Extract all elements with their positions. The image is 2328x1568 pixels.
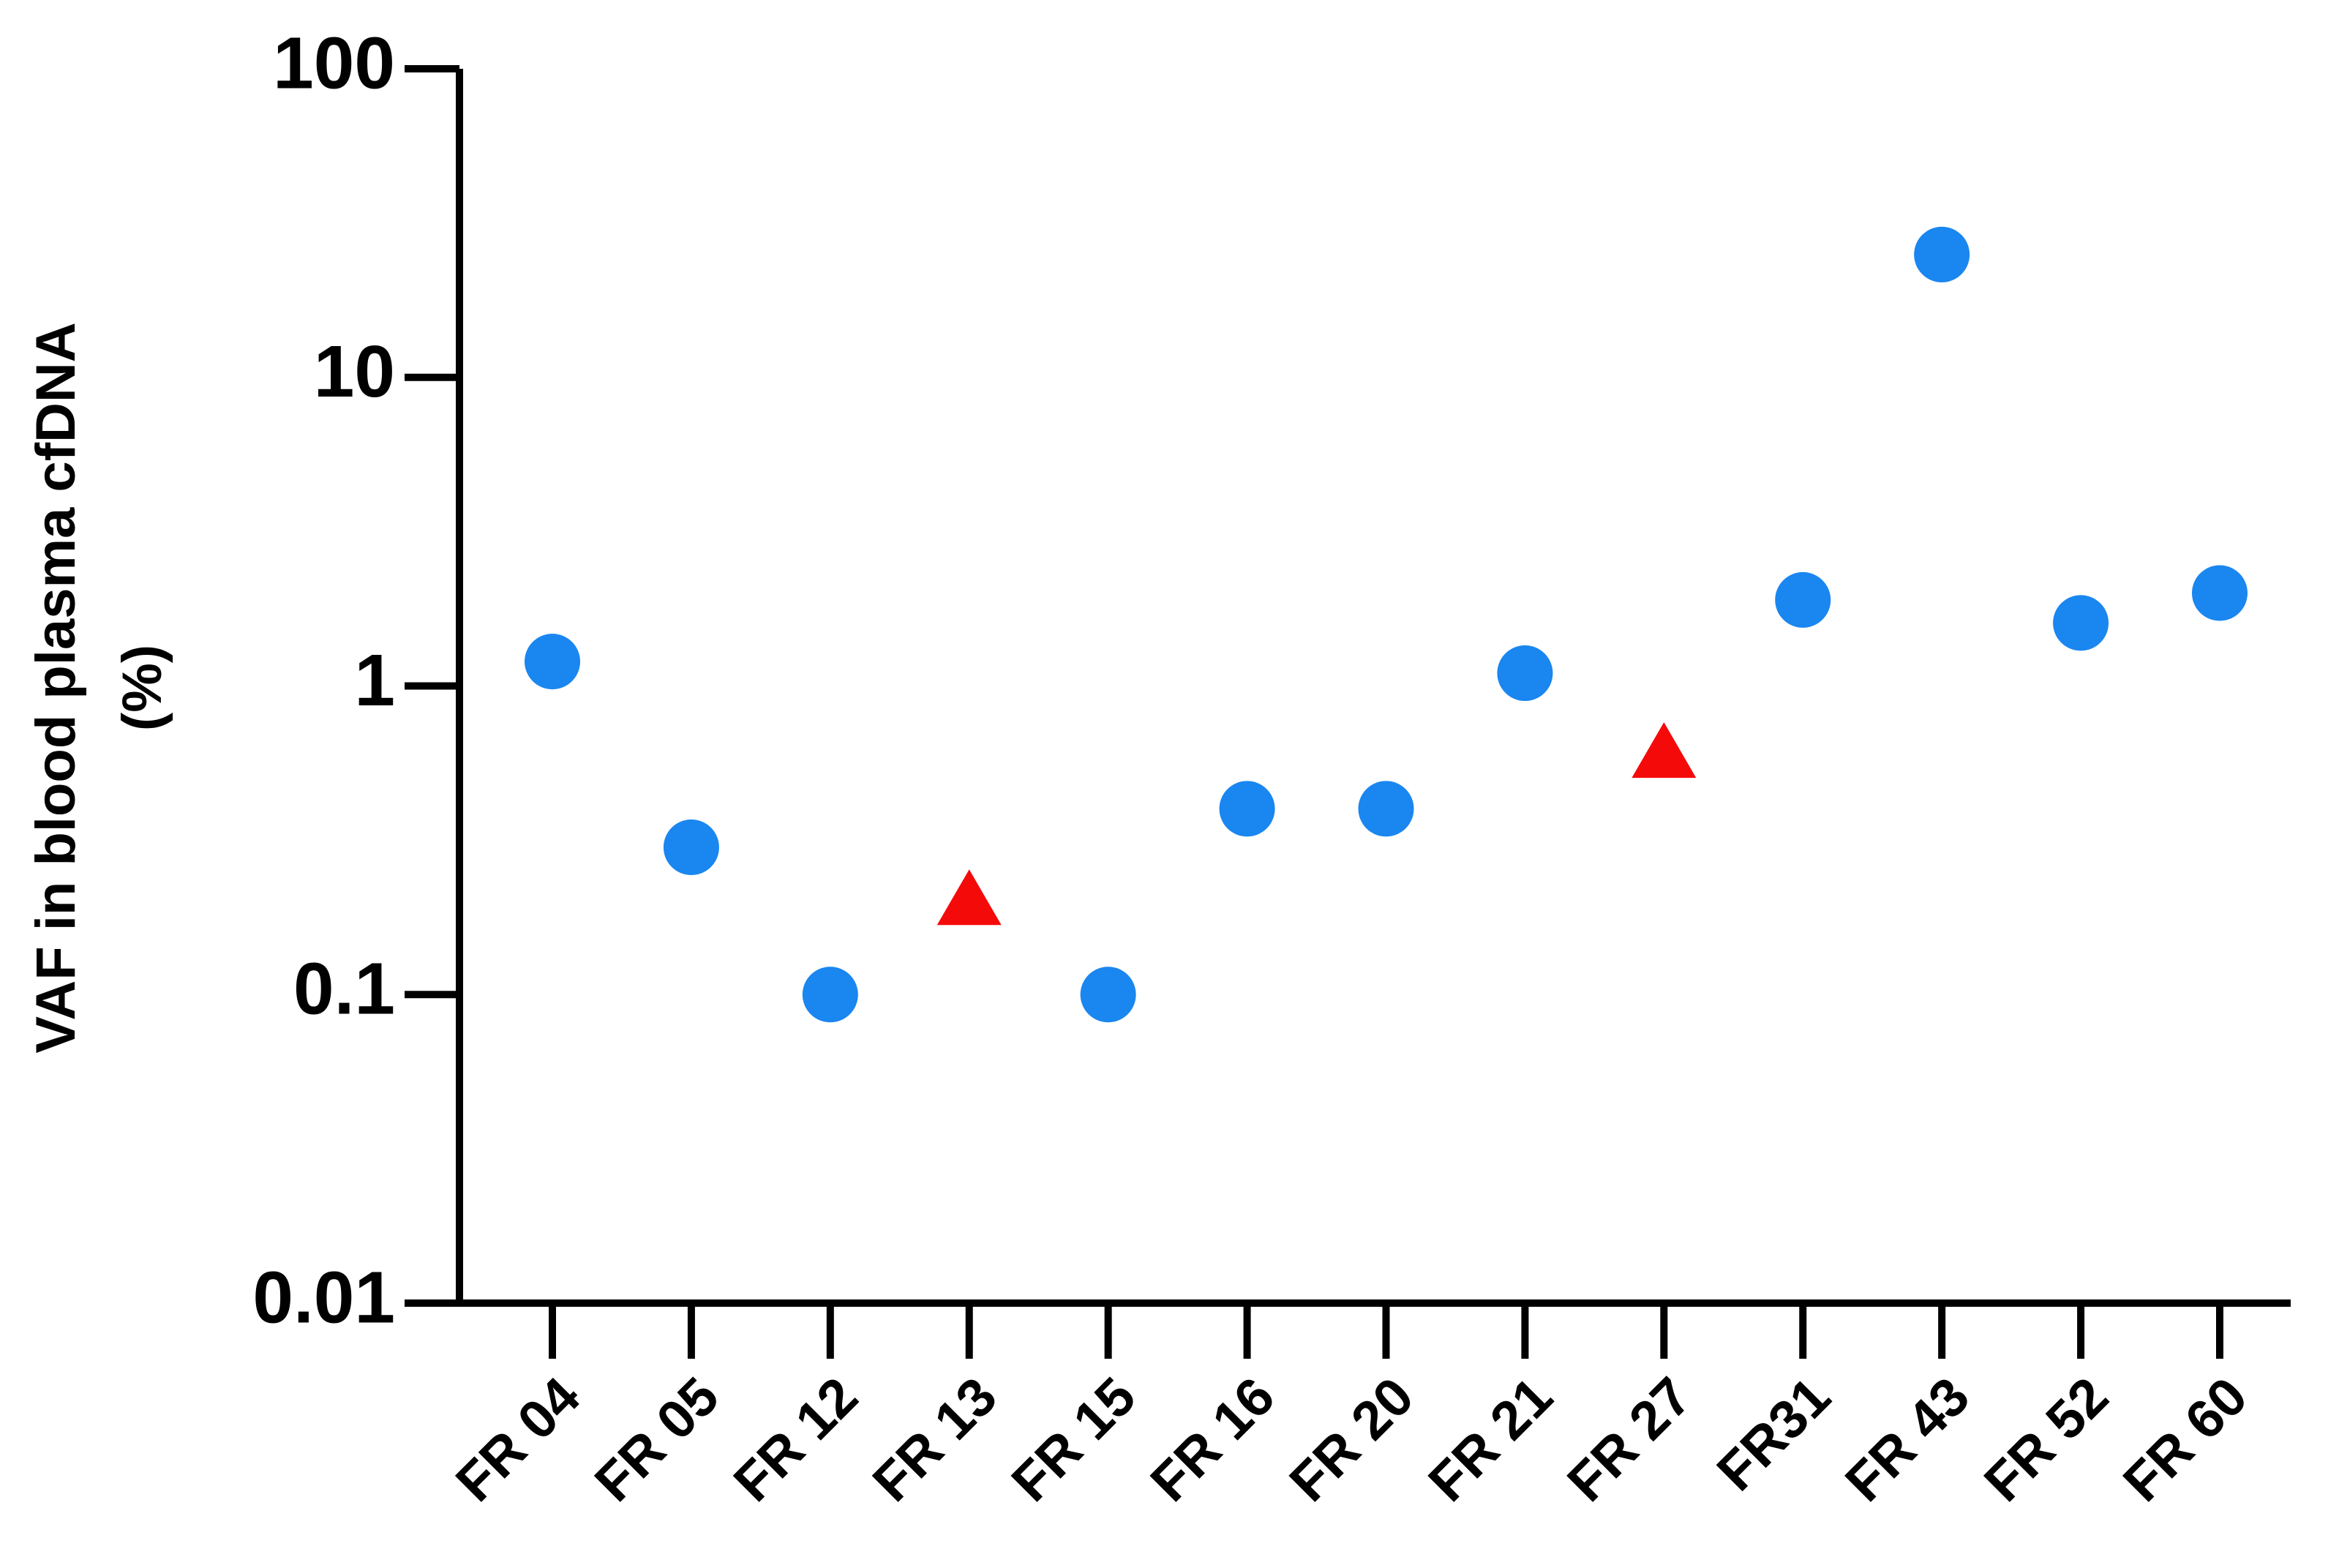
x-tick-label: FR 27 — [1555, 1365, 1702, 1512]
x-tick-label: FR31 — [1705, 1365, 1842, 1502]
point — [663, 819, 719, 876]
point — [1775, 571, 1831, 628]
point — [1632, 722, 1697, 779]
x-tick-label: FR 21 — [1416, 1365, 1563, 1512]
point — [1219, 781, 1275, 837]
y-tick-label: 100 — [273, 22, 395, 104]
x-tick-label: FR 05 — [583, 1365, 730, 1512]
axes — [456, 69, 2291, 1307]
x-tick-label: FR 15 — [1000, 1365, 1147, 1512]
x-tick-label: FR 52 — [1972, 1365, 2119, 1512]
point — [1358, 781, 1414, 837]
x-tick-label: FR 20 — [1277, 1365, 1424, 1512]
x-tick-label: FR 13 — [861, 1365, 1008, 1512]
point — [1497, 645, 1553, 702]
y-tick-label: 10 — [314, 331, 395, 413]
x-tick-label: FR 04 — [444, 1365, 591, 1512]
y-axis-label: VAF in blood plasma cfDNA — [25, 322, 87, 1053]
y-tick-label: 0.01 — [252, 1256, 395, 1338]
x-tick-label: FR 12 — [722, 1365, 869, 1512]
point — [1080, 967, 1136, 1023]
x-tick-label: FR 16 — [1139, 1365, 1286, 1512]
x-tick-label: FR 43 — [1833, 1365, 1980, 1512]
y-axis-label: (%) — [111, 645, 173, 731]
point — [1914, 226, 1970, 282]
x-tick-label: FR 60 — [2111, 1365, 2258, 1512]
point — [802, 967, 858, 1023]
point — [2053, 595, 2109, 651]
y-tick-label: 0.1 — [293, 948, 395, 1030]
point — [525, 634, 580, 690]
y-tick-label: 1 — [354, 639, 395, 721]
point — [2192, 565, 2248, 621]
point — [936, 869, 1002, 926]
